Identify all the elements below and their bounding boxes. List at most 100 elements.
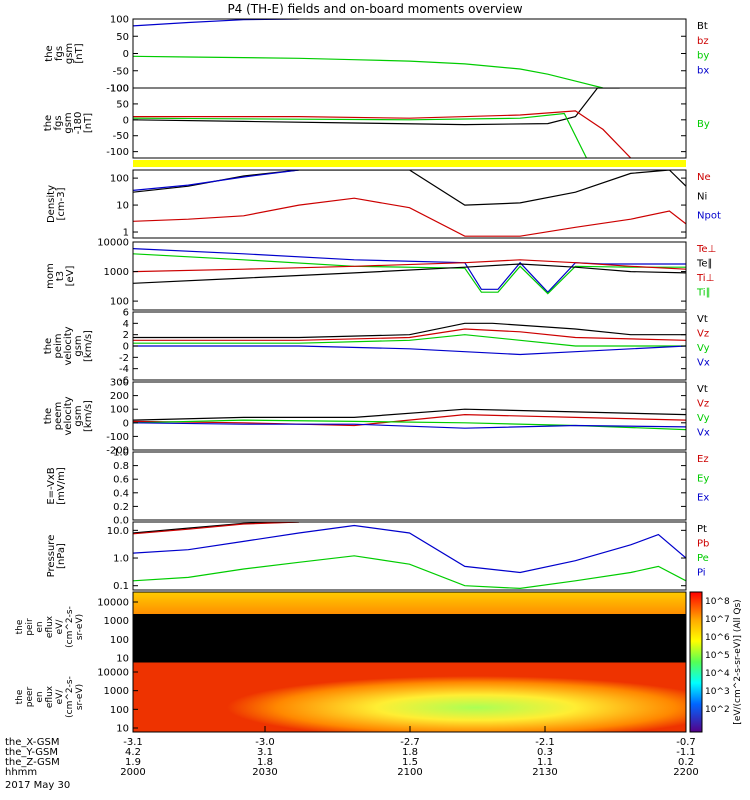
legend-entry: Vx — [697, 358, 710, 369]
panel-frame — [132, 18, 687, 89]
legend-entry: By — [697, 119, 710, 130]
y-axis-label: [km/s] — [83, 400, 94, 432]
x-row-label: hhmm — [5, 767, 37, 778]
series-density-Npot — [133, 170, 299, 191]
y-tick-label: -50 — [113, 66, 129, 77]
panel-efield: 1.0 0.8 0.6 0.4 0.2 0.0 E=-VxB [mV/m] Ez Ey Ex — [46, 448, 709, 527]
colorbar-tick: 10^8 — [705, 597, 730, 607]
colorbar-label: [eV/(cm^2-s-sr-eV)] (All Qs) — [733, 599, 743, 724]
panel-frame — [132, 381, 687, 451]
y-axis-label: gsm — [73, 335, 84, 356]
x-tick-value: 1.8 — [402, 747, 418, 758]
y-axis-label: the — [43, 408, 54, 424]
y-tick-label: 1000 — [104, 616, 129, 627]
legend-entry: by — [697, 51, 709, 62]
y-axis-label: eflux — [45, 685, 55, 708]
colorbar-tick: 10^7 — [705, 615, 730, 625]
legend-entry: Pb — [697, 539, 709, 550]
legend-entry: Vy — [697, 343, 710, 354]
y-axis-label: E=-VxB — [46, 467, 57, 504]
panel-temp: 10000 1000 100 mom t3 [eV] Te⊥ Te∥ Ti⊥ Ti∥ — [45, 238, 716, 311]
y-axis-label: velocity — [63, 396, 74, 435]
legend-entry: Vx — [697, 428, 710, 439]
series-density-Ne — [133, 197, 686, 237]
panel-frame — [132, 87, 687, 159]
y-axis-label: fgs — [54, 46, 65, 61]
y-tick-label: 1.0 — [113, 448, 129, 459]
y-tick-label: 300 — [110, 378, 129, 389]
y-tick-label: 10 — [116, 654, 129, 665]
y-axis-label: [km/s] — [83, 330, 94, 362]
series-fgs_dsl-black — [133, 88, 620, 126]
y-tick-label: 200 — [110, 391, 129, 402]
y-tick-label: 10000 — [97, 238, 129, 249]
y-tick-label: 10 — [116, 724, 129, 735]
series-fgs-by — [133, 55, 604, 88]
y-tick-label: 100 — [110, 174, 129, 185]
colorbar-gradient — [689, 591, 703, 733]
y-tick-label: 2 — [123, 330, 129, 341]
y-axis-label: sr-eV) — [75, 684, 85, 710]
y-tick-label: 100 — [110, 705, 129, 716]
legend-entry: Ti∥ — [696, 288, 711, 299]
legend-entry: Vt — [697, 384, 708, 395]
y-axis-label: the — [43, 338, 54, 354]
x-tick-value: 1.9 — [125, 757, 141, 768]
panel-fgs: 100 50 0 -50 -100 the fgs gsm [nT] Bt bz by bx — [44, 15, 709, 95]
y-tick-label: 50 — [116, 32, 129, 43]
y-axis-label: [cm-3] — [56, 187, 67, 220]
x-row-label: the_Y-GSM — [5, 747, 58, 758]
y-axis-label: the — [15, 689, 25, 704]
y-tick-label: 100 — [110, 297, 129, 308]
y-axis-label: eV/ — [55, 619, 65, 635]
series-fgs_dsl-red — [133, 110, 632, 158]
y-tick-label: 100 — [110, 405, 129, 416]
panel-frame — [132, 521, 687, 591]
legend-entry: bx — [697, 65, 709, 76]
series-fgs_dsl-green — [133, 112, 588, 158]
colorbar-tick: 10^6 — [705, 633, 730, 643]
panel-fgs_dsl: 100 50 0 -50 -100 the fgs gsm -180 [nT] By — [43, 84, 710, 159]
y-axis-label: [eV] — [65, 266, 76, 287]
series-pressure-Pe — [133, 555, 686, 590]
series-vel_reduced-Vx — [133, 422, 686, 429]
legend-entry: Te∥ — [696, 259, 713, 270]
legend-entry: Pt — [697, 524, 707, 535]
y-axis-label: Pressure — [46, 535, 57, 578]
series-temp-black — [133, 263, 686, 284]
colorbar-tick: 10^4 — [705, 669, 730, 679]
x-row-label: the_Z-GSM — [5, 757, 60, 768]
y-axis-label: (cm^2-s- — [65, 606, 75, 648]
y-axis-label: peim — [53, 333, 64, 358]
colorbar-tick: 10^5 — [705, 651, 730, 661]
spectrogram-peir: 10000 1000 100 10 the peir en eflux eV/(cm^2-s-s… — [15, 591, 687, 665]
series-vel_reduced-Vy — [133, 419, 686, 431]
y-tick-label: 0 — [123, 49, 129, 60]
y-axis-label: en — [35, 621, 45, 632]
colorbar-tick: 10^3 — [705, 687, 730, 697]
plot-title: P4 (TH-E) fields and on-board moments ov… — [227, 2, 522, 16]
date-label: 2017 May 30 — [5, 780, 70, 791]
series-density-Ni — [133, 170, 686, 206]
series-temp-red — [133, 259, 686, 273]
legend-entry: Vz — [697, 399, 709, 410]
y-tick-label: -100 — [106, 432, 129, 443]
legend-entry: Ni — [697, 191, 707, 202]
y-axis-label: en — [35, 691, 45, 702]
panel-density: 100 10 1 Density [cm-3] Ne Ni Npot — [46, 169, 721, 239]
legend-entry: Pe — [697, 553, 709, 564]
series-temp-blue — [133, 248, 686, 294]
y-axis-label: eV/ — [55, 689, 65, 705]
y-tick-label: 1000 — [104, 686, 129, 697]
y-tick-label: 0.6 — [113, 475, 129, 486]
y-tick-label: 0 — [123, 342, 129, 353]
legend-entry: Vt — [697, 314, 708, 325]
series-temp-green — [133, 253, 686, 295]
y-tick-label: -50 — [113, 131, 129, 142]
legend-entry: Pi — [697, 568, 706, 579]
y-axis-label: [nPa] — [56, 543, 67, 569]
y-axis-label: [mV/m] — [56, 467, 67, 505]
y-tick-label: 0.1 — [113, 581, 129, 592]
